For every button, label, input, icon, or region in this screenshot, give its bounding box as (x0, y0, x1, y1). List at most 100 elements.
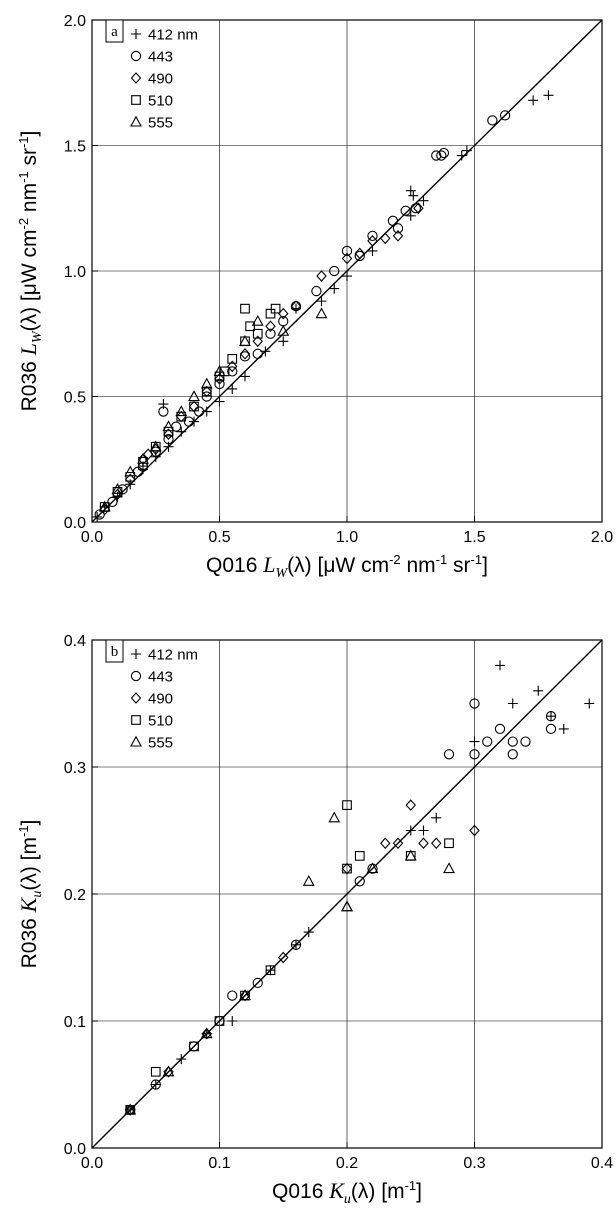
x-tick-label: 2.0 (591, 529, 613, 546)
data-point-circle (265, 328, 276, 339)
data-point-plus (214, 396, 225, 407)
legend-label: 510 (148, 93, 173, 110)
data-point-circle (341, 245, 353, 257)
data-point-plus (543, 90, 554, 101)
data-point-circle (507, 749, 518, 760)
data-point-triangle (213, 365, 226, 376)
x-tick-label: 0.0 (81, 529, 103, 546)
data-point-triangle (302, 874, 315, 886)
x-axis-label: Q016 LW(λ) [μW cm-2 nm-1 sr-1] (206, 552, 488, 581)
legend-marker-square (131, 95, 141, 105)
data-point-diamond (392, 837, 404, 850)
data-point-diamond (214, 373, 225, 385)
data-point-diamond (265, 320, 276, 333)
legend-marker-diamond (130, 72, 142, 84)
data-point-triangle (239, 989, 251, 1001)
data-point-triangle (328, 811, 341, 823)
data-point-plus (342, 271, 352, 282)
data-point-diamond (142, 448, 154, 461)
series-square (125, 800, 454, 1115)
data-point-square (342, 863, 352, 874)
data-point-plus (418, 195, 429, 206)
data-point-plus (316, 296, 327, 307)
data-point-circle (290, 939, 302, 950)
x-tick-label: 0.4 (591, 1155, 613, 1172)
data-point-diamond (290, 300, 302, 312)
data-point-circle (436, 150, 447, 161)
data-point-square (189, 401, 199, 412)
series-triangle (124, 811, 455, 1115)
data-point-diamond (392, 230, 404, 242)
data-point-diamond (413, 202, 424, 215)
data-point-diamond (239, 348, 251, 360)
data-point-circle (482, 736, 493, 747)
legend-label: 490 (148, 691, 173, 708)
legend-label: 443 (148, 49, 173, 66)
series-plus (125, 660, 595, 1115)
data-point-square (342, 800, 352, 810)
data-point-diamond (252, 335, 263, 348)
data-point-diamond (341, 252, 353, 265)
data-point-square (214, 1016, 225, 1026)
legend-marker-plus (131, 649, 141, 659)
data-point-circle (227, 990, 238, 1001)
legend-label: 412 nm (148, 647, 198, 664)
data-point-circle (545, 711, 557, 722)
series-square (99, 303, 281, 512)
data-point-circle (499, 110, 511, 121)
data-point-circle (252, 348, 263, 359)
data-point-diamond (380, 232, 391, 245)
x-tick-label: 0.2 (336, 1155, 358, 1172)
data-point-plus (405, 825, 416, 836)
legend-label: 443 (148, 669, 173, 686)
data-point-diamond (201, 385, 212, 398)
data-point-plus (507, 698, 518, 709)
data-point-plus (528, 95, 539, 106)
legend-label: 490 (148, 71, 173, 88)
data-point-diamond (125, 1104, 136, 1116)
legend-label: 510 (148, 713, 173, 730)
data-point-triangle (175, 405, 188, 417)
data-point-circle (387, 215, 399, 226)
panel-b: 0.0 0.1 0.2 0.3 0.4 0.0 0.1 0.2 0.3 0.4 b 412 nm 443… (16, 633, 613, 1207)
y-axis-label: R036 Ku(λ) [m-1] (16, 820, 45, 969)
y-tick-label: 0.2 (64, 887, 86, 904)
data-point-circle (158, 406, 169, 417)
data-point-plus (367, 245, 378, 256)
series-diamond (125, 799, 480, 1116)
data-point-plus (495, 660, 505, 671)
data-point-plus (558, 723, 569, 734)
data-point-square (227, 353, 238, 364)
data-point-triangle (366, 862, 379, 874)
data-point-circle (438, 147, 450, 159)
data-point-diamond (176, 410, 187, 423)
legend-label: 555 (148, 115, 173, 132)
data-point-plus (303, 927, 314, 938)
data-point-circle (494, 723, 506, 735)
data-point-diamond (239, 989, 251, 1002)
legend-marker-triangle (130, 735, 142, 747)
data-point-plus (408, 190, 419, 201)
legend-marker-circle (130, 670, 142, 682)
data-point-circle (507, 736, 518, 747)
data-point-plus (291, 939, 301, 950)
data-point-square (163, 426, 174, 437)
data-point-circle (137, 461, 149, 472)
data-point-plus (456, 150, 467, 161)
x-tick-label: 1.5 (463, 529, 485, 546)
data-point-circle (163, 434, 174, 445)
data-point-triangle (200, 1027, 213, 1039)
y-tick-label: 0.0 (64, 1141, 86, 1158)
legend-marker-plus (131, 29, 141, 39)
data-point-circle (183, 416, 195, 427)
data-point-square (125, 471, 136, 482)
data-point-square (176, 411, 187, 422)
data-point-square (240, 303, 250, 314)
data-point-square (245, 321, 255, 332)
y-tick-label: 1.0 (64, 264, 86, 281)
series-triangle (98, 307, 328, 512)
x-tick-label: 1.0 (336, 529, 358, 546)
data-point-diamond (341, 862, 353, 875)
x-tick-label: 0.5 (208, 529, 230, 546)
legend-marker-circle (130, 50, 142, 62)
